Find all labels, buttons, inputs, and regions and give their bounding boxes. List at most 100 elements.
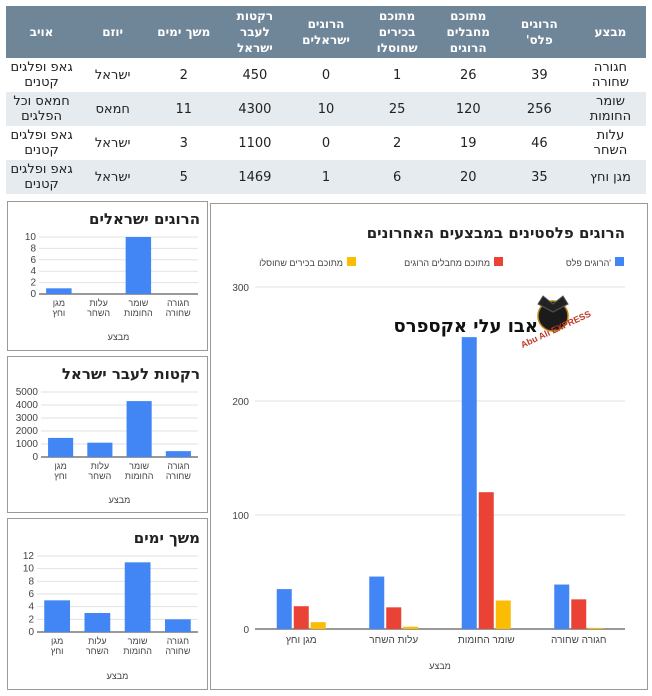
table-cell: גאפ ופלגים קטנים xyxy=(6,160,78,194)
category-tick-label-line: שומר xyxy=(129,461,149,471)
legend-swatch xyxy=(494,257,503,266)
table-row: מגן וחץ 35 20 6 1 1469 5 ישראל גאפ ופלגים קטנים xyxy=(6,160,646,194)
y-tick-label: 3000 xyxy=(16,413,39,424)
y-tick-label: 2 xyxy=(28,614,34,625)
bar xyxy=(125,237,152,294)
table-cell: ישראל xyxy=(77,126,149,160)
category-tick-label-line: השחר xyxy=(86,646,109,656)
category-tick-label-line: חגורה xyxy=(167,461,189,471)
table-cell: 120 xyxy=(432,92,504,126)
category-tick-label-line: שחורה xyxy=(165,646,191,656)
category-tick-label: עלות השחר xyxy=(86,636,109,656)
bar xyxy=(554,584,570,629)
category-tick-label-line: החומות xyxy=(125,471,154,481)
x-axis-label: מבצע xyxy=(107,671,129,681)
watermark-text: אבו עלי אקספרס xyxy=(394,316,538,337)
category-tick-label: עלות השחר xyxy=(88,461,111,481)
y-tick-label: 300 xyxy=(232,283,249,294)
table-cell: מגן וחץ xyxy=(574,160,646,194)
table-cell: 25 xyxy=(361,92,433,126)
bar xyxy=(48,437,74,457)
rockets-chart-svg: רקטות לעבר ישראל 0 1000 2000 3000 4000 5000 חגו… xyxy=(16,365,200,505)
category-tick-label-line: וחץ xyxy=(54,471,67,481)
bar xyxy=(369,576,385,629)
table-cell: 2 xyxy=(148,58,220,92)
table-header-cell: מבצע xyxy=(574,6,646,58)
category-tick-label-line: החומות xyxy=(124,308,153,318)
chart-title: משך ימים xyxy=(134,529,200,547)
days-chart: משך ימים 0 2 4 6 8 10 12 חגורה שחורה שומר החומות עלו… xyxy=(7,518,208,690)
table-header-cell: אויב xyxy=(6,6,78,58)
table-cell: 3 xyxy=(148,126,220,160)
eagle-wings xyxy=(537,295,569,313)
category-tick-label: מגן וחץ xyxy=(52,298,65,318)
legend-label: מתוכם בכירים שחוסלו xyxy=(259,258,343,268)
category-tick-label: שומר החומות xyxy=(125,461,154,481)
table-cell: 1469 xyxy=(219,160,291,194)
table-cell: גאפ ופלגים קטנים xyxy=(6,58,78,92)
table-cell: 1100 xyxy=(219,126,291,160)
table-header-cell: משך ימים xyxy=(148,6,220,58)
table-cell: 0 xyxy=(290,58,362,92)
category-tick-label-line: חגורה xyxy=(167,636,189,646)
table-cell: שומר החומות xyxy=(574,92,646,126)
table-header-cell: רקטות לעבר ישראל xyxy=(219,6,291,58)
bar xyxy=(46,288,72,294)
bar xyxy=(124,562,151,632)
table-header-cell: מתוכם מחבלים הרוגים xyxy=(432,6,504,58)
category-tick-label-line: עלות xyxy=(91,461,110,471)
table-cell: 6 xyxy=(361,160,433,194)
bar xyxy=(164,619,191,632)
category-tick-label: עלות השחר xyxy=(87,298,110,318)
category-tick-label-line: מגן xyxy=(51,636,63,646)
table-cell: עלות השחר xyxy=(574,126,646,160)
table-row: חגורה שחורה 39 26 1 0 450 2 ישראל גאפ ופלגים קטנ… xyxy=(6,58,646,92)
x-axis-label: מבצע xyxy=(429,661,451,671)
table-row: שומר החומות 256 120 25 10 4300 11 חמאס חמאס וכל … xyxy=(6,92,646,126)
category-tick-label-line: עלות xyxy=(88,636,107,646)
y-tick-label: 4000 xyxy=(16,400,39,411)
y-tick-label: 10 xyxy=(25,232,37,243)
category-tick-label-line: השחר xyxy=(87,308,110,318)
category-tick-label-line: שומר xyxy=(128,298,148,308)
y-tick-label: 6 xyxy=(30,255,36,266)
category-tick-label-line: השחר xyxy=(88,471,111,481)
table-cell: גאפ ופלגים קטנים xyxy=(6,126,78,160)
table-cell: 4300 xyxy=(219,92,291,126)
category-tick-label: חגורה שחורה xyxy=(165,636,191,656)
days-chart-svg: משך ימים 0 24 6 810 12 חגורה שחורה שומר החומות עלו… xyxy=(23,529,200,681)
category-tick-label: חגורה שחורה xyxy=(166,461,192,481)
bar xyxy=(276,589,292,629)
category-tick-label-line: וחץ xyxy=(52,308,65,318)
category-tick-label: שומר החומות xyxy=(124,298,153,318)
bar xyxy=(87,442,113,457)
category-tick-label-line: וחץ xyxy=(51,646,64,656)
legend-label: הרוגים פלס' xyxy=(566,258,611,268)
bar xyxy=(44,600,71,632)
y-tick-label: 2000 xyxy=(16,426,39,437)
legend-label: מתוכם מחבלים הרוגים xyxy=(404,258,490,268)
table-cell: 46 xyxy=(503,126,575,160)
table-cell: 10 xyxy=(290,92,362,126)
table-cell: 35 xyxy=(503,160,575,194)
x-axis-label: מבצע xyxy=(108,332,130,342)
table-row: עלות השחר 46 19 2 0 1100 3 ישראל גאפ ופלגים קטני… xyxy=(6,126,646,160)
category-tick-label: חגורה שחורה xyxy=(166,298,192,318)
table-header-cell: יוזם xyxy=(77,6,149,58)
y-tick-label: 1000 xyxy=(16,439,39,450)
category-tick-label: עלות השחר xyxy=(369,634,418,646)
operations-table: מבצע הרוגים פלס' מתוכם מחבלים הרוגים מתוכם … xyxy=(6,6,646,194)
y-tick-label: 2 xyxy=(30,278,36,289)
y-tick-label: 6 xyxy=(28,589,34,600)
y-tick-label: 0 xyxy=(243,625,249,636)
table-cell: 2 xyxy=(361,126,433,160)
palestinian-killed-chart-svg: הרוגים פלסטינים במבצעים האחרונים הרוגים פ… xyxy=(232,224,625,671)
y-tick-label: 10 xyxy=(23,564,35,575)
category-tick-label-line: חגורה xyxy=(167,298,189,308)
bar xyxy=(588,627,604,629)
y-tick-label: 0 xyxy=(28,627,34,638)
y-tick-label: 0 xyxy=(30,289,36,300)
bar xyxy=(495,600,511,629)
table-cell: ישראל xyxy=(77,58,149,92)
